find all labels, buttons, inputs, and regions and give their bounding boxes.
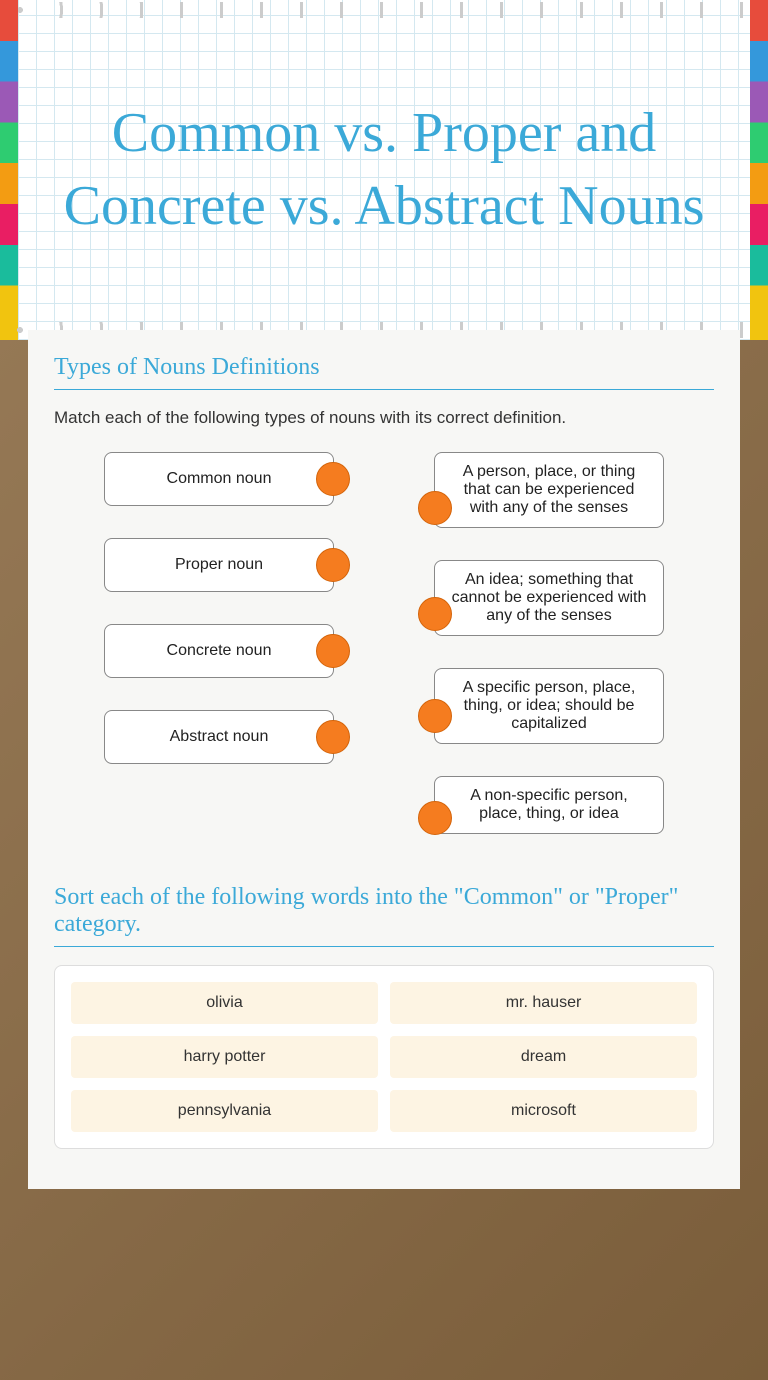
sort-word[interactable]: olivia — [71, 982, 378, 1024]
connector-dot[interactable] — [418, 699, 452, 733]
decorative-stripe-left — [0, 0, 18, 340]
match-term-label: Proper noun — [175, 556, 263, 574]
section-title-sort: Sort each of the following words into th… — [54, 884, 714, 947]
match-definition[interactable]: A person, place, or thing that can be ex… — [434, 452, 664, 528]
sort-word[interactable]: harry potter — [71, 1036, 378, 1078]
match-definitions-column: A person, place, or thing that can be ex… — [434, 452, 664, 834]
match-definition[interactable]: A non-specific person, place, thing, or … — [434, 776, 664, 834]
header-section: Common vs. Proper and Concrete vs. Abstr… — [0, 0, 768, 340]
sort-word[interactable]: mr. hauser — [390, 982, 697, 1024]
match-definition-label: A person, place, or thing that can be ex… — [449, 463, 649, 517]
page-title: Common vs. Proper and Concrete vs. Abstr… — [60, 97, 708, 243]
connector-dot[interactable] — [316, 548, 350, 582]
match-definition[interactable]: A specific person, place, thing, or idea… — [434, 668, 664, 744]
connector-dot[interactable] — [418, 491, 452, 525]
connector-dot[interactable] — [418, 597, 452, 631]
match-term[interactable]: Abstract noun — [104, 710, 334, 764]
match-definition-label: A specific person, place, thing, or idea… — [449, 679, 649, 733]
match-term[interactable]: Proper noun — [104, 538, 334, 592]
match-term[interactable]: Common noun — [104, 452, 334, 506]
worksheet-card: Types of Nouns Definitions Match each of… — [28, 330, 740, 1189]
match-term[interactable]: Concrete noun — [104, 624, 334, 678]
match-term-label: Common noun — [167, 470, 272, 488]
match-term-label: Abstract noun — [170, 728, 269, 746]
matching-activity: Common noun Proper noun Concrete noun Ab… — [54, 452, 714, 834]
word-bank: olivia mr. hauser harry potter dream pen… — [54, 965, 714, 1149]
match-definition-label: An idea; something that cannot be experi… — [449, 571, 649, 625]
connector-dot[interactable] — [316, 462, 350, 496]
match-terms-column: Common noun Proper noun Concrete noun Ab… — [104, 452, 334, 834]
sort-word[interactable]: microsoft — [390, 1090, 697, 1132]
connector-dot[interactable] — [418, 801, 452, 835]
match-definition[interactable]: An idea; something that cannot be experi… — [434, 560, 664, 636]
sort-word[interactable]: dream — [390, 1036, 697, 1078]
match-term-label: Concrete noun — [167, 642, 272, 660]
connector-dot[interactable] — [316, 634, 350, 668]
match-definition-label: A non-specific person, place, thing, or … — [449, 787, 649, 823]
decorative-stripe-right — [750, 0, 768, 340]
sort-word[interactable]: pennsylvania — [71, 1090, 378, 1132]
instruction-match: Match each of the following types of nou… — [54, 408, 714, 428]
section-title-definitions: Types of Nouns Definitions — [54, 354, 714, 390]
connector-dot[interactable] — [316, 720, 350, 754]
